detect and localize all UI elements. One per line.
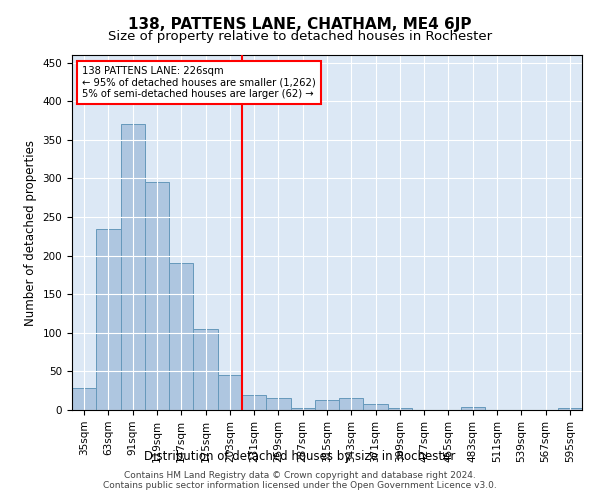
Text: 138 PATTENS LANE: 226sqm
← 95% of detached houses are smaller (1,262)
5% of semi: 138 PATTENS LANE: 226sqm ← 95% of detach…: [82, 66, 316, 99]
Bar: [290, 408, 315, 410]
Bar: [315, 400, 339, 410]
Bar: [121, 124, 145, 410]
Bar: [96, 228, 121, 410]
Bar: [558, 408, 582, 410]
Text: 138, PATTENS LANE, CHATHAM, ME4 6JP: 138, PATTENS LANE, CHATHAM, ME4 6JP: [128, 18, 472, 32]
Bar: [193, 329, 218, 410]
Bar: [169, 264, 193, 410]
Text: Distribution of detached houses by size in Rochester: Distribution of detached houses by size …: [145, 450, 455, 463]
Bar: [242, 394, 266, 410]
Bar: [145, 182, 169, 410]
Bar: [266, 398, 290, 410]
Bar: [339, 398, 364, 410]
Bar: [72, 388, 96, 410]
Y-axis label: Number of detached properties: Number of detached properties: [24, 140, 37, 326]
Bar: [461, 407, 485, 410]
Bar: [218, 376, 242, 410]
Text: Size of property relative to detached houses in Rochester: Size of property relative to detached ho…: [108, 30, 492, 43]
Bar: [388, 408, 412, 410]
Bar: [364, 404, 388, 410]
Text: Contains HM Land Registry data © Crown copyright and database right 2024.
Contai: Contains HM Land Registry data © Crown c…: [103, 470, 497, 490]
